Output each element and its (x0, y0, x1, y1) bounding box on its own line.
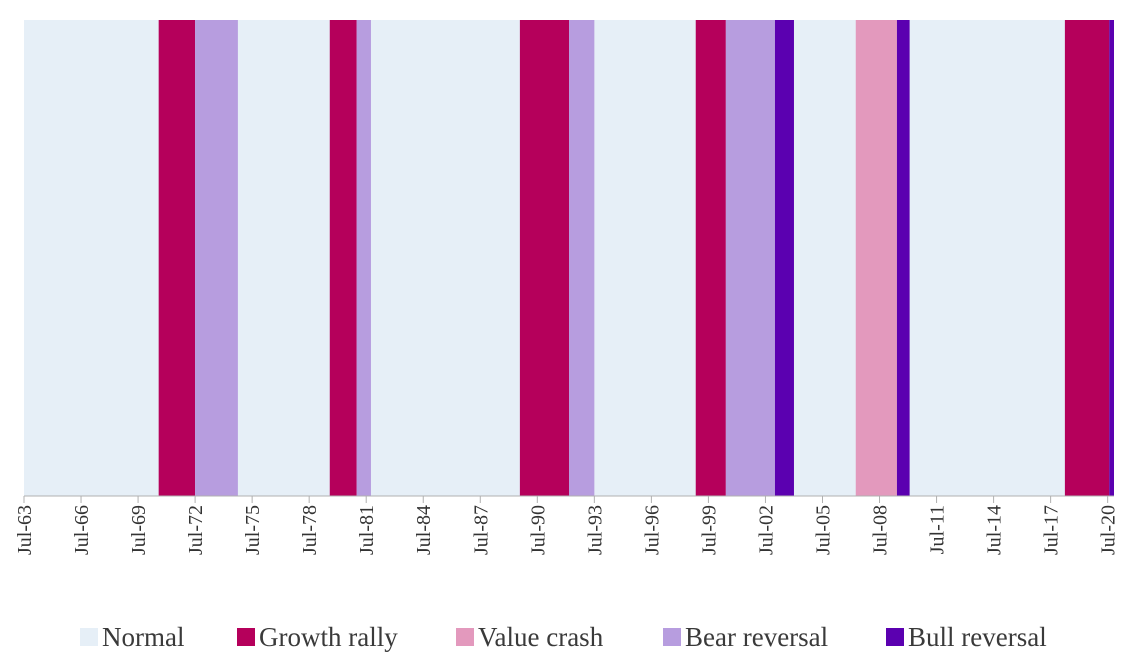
x-tick-label: Jul-84 (413, 505, 435, 555)
x-tick-label: Jul-05 (812, 505, 834, 555)
x-tick-label: Jul-02 (755, 505, 777, 555)
regime-bands (24, 20, 1114, 496)
legend-label-value-crash: Value crash (478, 621, 604, 652)
x-tick-label: Jul-99 (698, 505, 720, 555)
band-bear-reversal-3 (356, 20, 371, 496)
x-tick-label: Jul-69 (128, 505, 150, 555)
x-tick-label: Jul-87 (470, 505, 492, 555)
legend-swatch-bear-reversal (663, 628, 681, 646)
legend-item-bull-reversal: Bull reversal (886, 614, 1047, 660)
x-tick-label: Jul-17 (1041, 505, 1063, 555)
x-axis: Jul-63 Jul-66 Jul-69 Jul-72 Jul-75 Jul-78 Jul-… (14, 495, 1120, 555)
x-tick-label: Jul-11 (927, 505, 949, 554)
x-tick-label: Jul-90 (527, 505, 549, 555)
x-tick-label: Jul-08 (870, 505, 892, 555)
x-tick-label: Jul-66 (71, 505, 93, 555)
legend-label-bear-reversal: Bear reversal (685, 621, 829, 652)
legend-swatch-value-crash (456, 628, 474, 646)
legend-swatch-growth-rally (237, 628, 255, 646)
legend-item-value-crash: Value crash (456, 614, 603, 660)
x-tick-label: Jul-81 (356, 505, 378, 555)
x-tick-label: Jul-72 (185, 505, 207, 555)
legend-swatch-bull-reversal (886, 628, 904, 646)
band-bear-reversal-7 (725, 20, 775, 496)
band-growth-rally-4 (519, 20, 569, 496)
legend: Normal Growth rally Value crash Bear rev… (0, 614, 1131, 660)
x-tick-label: Jul-78 (299, 505, 321, 555)
band-bull-reversal-12 (1109, 20, 1114, 496)
x-tick-label: Jul-14 (984, 505, 1006, 555)
regime-timeline-chart: Jul-63 Jul-66 Jul-69 Jul-72 Jul-75 Jul-78 Jul-… (14, 20, 1120, 555)
legend-label-bull-reversal: Bull reversal (908, 621, 1047, 652)
band-growth-rally-0 (158, 20, 196, 496)
band-value-crash-9 (855, 20, 897, 496)
band-bull-reversal-8 (774, 20, 794, 496)
legend-swatch-normal (80, 628, 98, 646)
band-bear-reversal-5 (569, 20, 595, 496)
band-growth-rally-2 (329, 20, 357, 496)
legend-label-normal: Normal (102, 621, 185, 652)
band-bear-reversal-1 (195, 20, 238, 496)
legend-label-growth-rally: Growth rally (259, 621, 398, 652)
x-tick-label: Jul-75 (242, 505, 264, 555)
band-bull-reversal-10 (896, 20, 910, 496)
legend-item-normal: Normal (80, 614, 184, 660)
legend-item-growth-rally: Growth rally (237, 614, 398, 660)
band-growth-rally-6 (695, 20, 726, 496)
band-growth-rally-11 (1064, 20, 1110, 496)
x-tick-label: Jul-63 (14, 505, 36, 555)
x-tick-label: Jul-20 (1098, 505, 1120, 555)
x-tick-label: Jul-96 (641, 505, 663, 555)
legend-item-bear-reversal: Bear reversal (663, 614, 828, 660)
x-tick-label: Jul-93 (584, 505, 606, 555)
